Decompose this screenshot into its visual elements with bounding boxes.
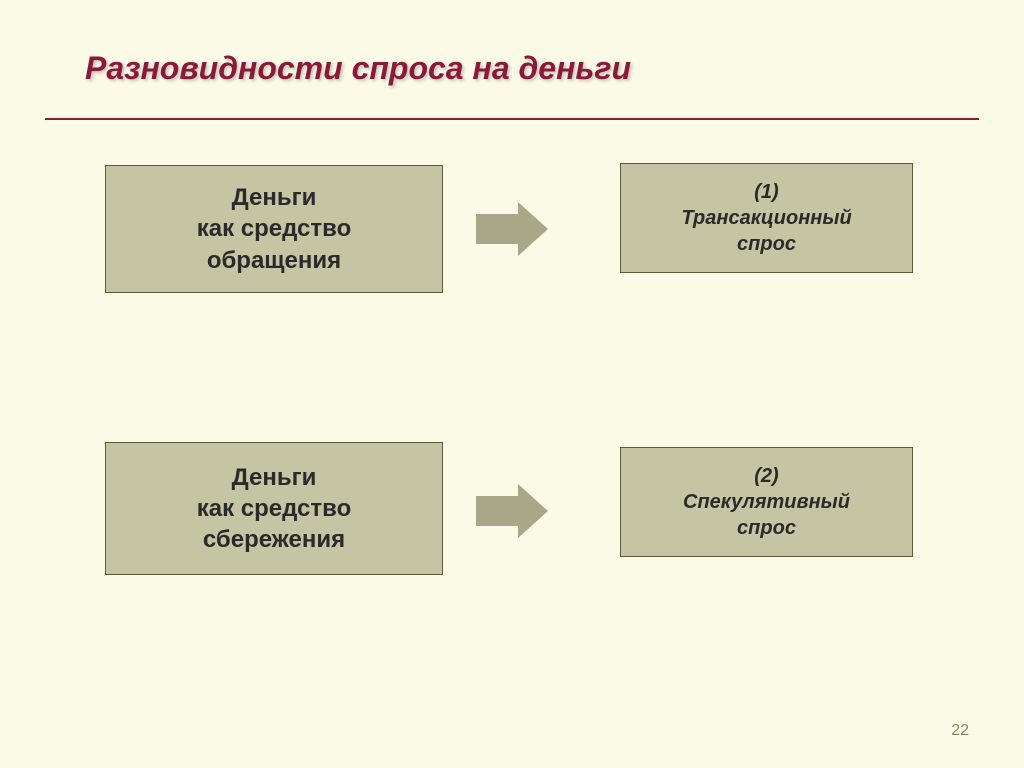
arrow-1 bbox=[476, 202, 548, 256]
arrow-2 bbox=[476, 484, 548, 538]
page-number: 22 bbox=[951, 722, 969, 740]
box-right-2: (2)Спекулятивныйспрос bbox=[620, 447, 913, 557]
arrow-head-icon bbox=[518, 202, 548, 256]
box-right-1-text: (1)Трансакционныйспрос bbox=[681, 179, 851, 257]
box-left-1: Деньгикак средствообращения bbox=[105, 165, 443, 293]
box-right-1: (1)Трансакционныйспрос bbox=[620, 163, 913, 273]
arrow-body-icon bbox=[476, 214, 518, 244]
box-right-2-text: (2)Спекулятивныйспрос bbox=[683, 463, 850, 541]
slide-title: Разновидности спроса на деньги bbox=[85, 50, 631, 87]
arrow-body-icon bbox=[476, 496, 518, 526]
title-divider bbox=[45, 118, 979, 120]
box-left-2-text: Деньгикак средствосбережения bbox=[197, 462, 352, 556]
box-left-1-text: Деньгикак средствообращения bbox=[197, 182, 352, 276]
arrow-head-icon bbox=[518, 484, 548, 538]
box-left-2: Деньгикак средствосбережения bbox=[105, 442, 443, 575]
